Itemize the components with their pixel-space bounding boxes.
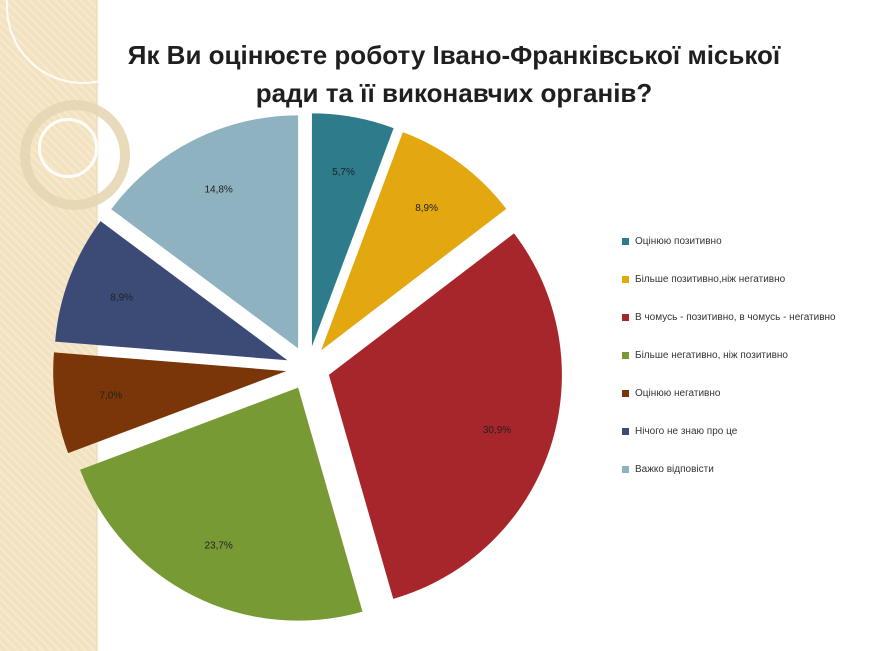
pie-slice-data-label: 7,0% (99, 390, 122, 401)
legend-swatch (622, 275, 629, 283)
decorative-ring (38, 118, 98, 178)
pie-slice-data-label: 30,9% (483, 425, 511, 436)
legend-item: Оцінюю позитивно (622, 222, 862, 260)
pie-slice (53, 352, 287, 454)
pie-slice (55, 221, 288, 361)
legend-label: Більше позитивно,ніж негативно (635, 273, 786, 285)
legend-swatch (622, 465, 629, 473)
pie-slice-data-label: 8,9% (415, 203, 438, 214)
pie-slice (311, 113, 394, 347)
pie-slice-data-label: 5,7% (332, 167, 355, 178)
legend-label: Нічого не знаю про це (635, 425, 738, 437)
legend-item: Більше негативно, ніж позитивно (622, 336, 862, 374)
legend-swatch (622, 427, 629, 435)
legend-swatch (622, 237, 629, 245)
pie-slice-data-label: 14,8% (204, 185, 232, 196)
legend-item: В чомусь - позитивно, в чомусь - негатив… (622, 298, 862, 336)
chart-title-line-2: ради та її виконавчих органів? (255, 78, 653, 108)
chart-title-line-1: Як Ви оцінюєте роботу Івано-Франківської… (127, 40, 781, 70)
legend-label: Більше негативно, ніж позитивно (635, 349, 788, 361)
legend-label: В чомусь - позитивно, в чомусь - негатив… (635, 311, 836, 323)
legend-item: Нічого не знаю про це (622, 412, 862, 450)
pie-slice (328, 233, 562, 599)
pie-slice (321, 132, 507, 351)
chart-title: Як Ви оцінюєте роботу Івано-Франківської… (104, 36, 804, 112)
decorative-ring (20, 100, 130, 210)
pie-slice (111, 115, 299, 349)
legend-swatch (622, 351, 629, 359)
legend-label: Оцінюю позитивно (635, 235, 722, 247)
legend-item: Оцінюю негативно (622, 374, 862, 412)
legend-swatch (622, 389, 629, 397)
legend-item: Більше позитивно,ніж негативно (622, 260, 862, 298)
pie-slice-data-label: 23,7% (204, 541, 232, 552)
legend-label: Оцінюю негативно (635, 387, 721, 399)
legend-swatch (622, 313, 629, 321)
legend-label: Важко відповісти (635, 463, 714, 475)
legend-item: Важко відповісти (622, 450, 862, 488)
chart-legend: Оцінюю позитивно Більше позитивно,ніж нег… (622, 222, 862, 488)
pie-slice (80, 387, 363, 621)
pie-slice-data-label: 8,9% (110, 292, 133, 303)
